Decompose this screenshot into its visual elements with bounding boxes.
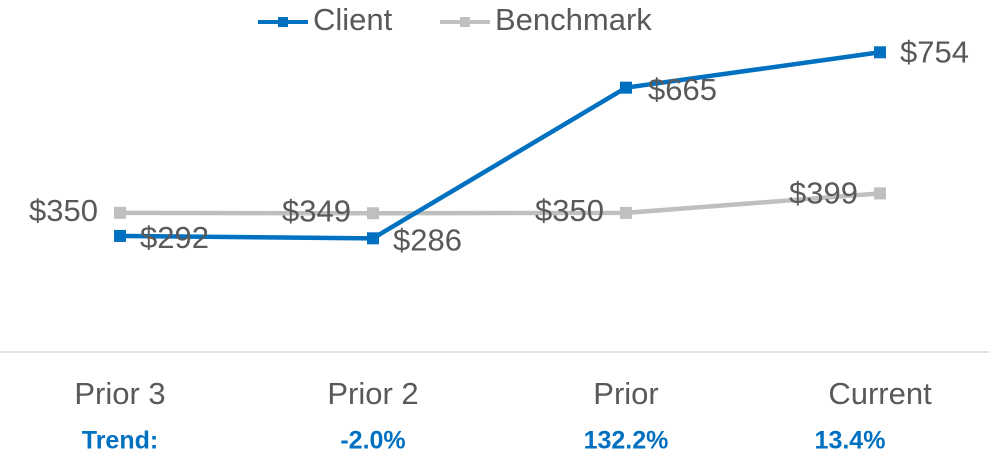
point-marker (114, 229, 126, 242)
point-marker (874, 46, 886, 59)
data-label: $350 (535, 193, 604, 228)
point-marker (367, 232, 379, 245)
point-marker (620, 206, 632, 219)
point-marker (114, 206, 126, 219)
data-label: $399 (789, 176, 858, 211)
data-label: $292 (140, 220, 209, 255)
x-tick-label: Prior (593, 376, 658, 411)
point-marker (367, 207, 379, 220)
x-tick-label: Current (828, 376, 932, 411)
x-tick-label: Prior 3 (74, 376, 165, 411)
data-label: $665 (648, 72, 717, 107)
point-marker (620, 81, 632, 94)
data-label: $754 (900, 34, 969, 69)
trend-value: 132.2% (584, 427, 669, 455)
line-series (119, 191, 881, 216)
legend-label: Client (313, 2, 393, 37)
legend-marker (278, 17, 288, 27)
trend-value: -2.0% (340, 427, 405, 455)
legend-marker (460, 17, 470, 27)
legend-label: Benchmark (495, 2, 652, 37)
data-label: $349 (282, 193, 351, 228)
line-series (119, 50, 881, 241)
x-tick-label: Prior 2 (327, 376, 418, 411)
data-label: $350 (29, 193, 98, 228)
data-label: $286 (393, 223, 462, 258)
trend-label: Trend: (82, 427, 158, 455)
trend-value: 13.4% (815, 427, 886, 455)
point-marker (874, 187, 886, 200)
